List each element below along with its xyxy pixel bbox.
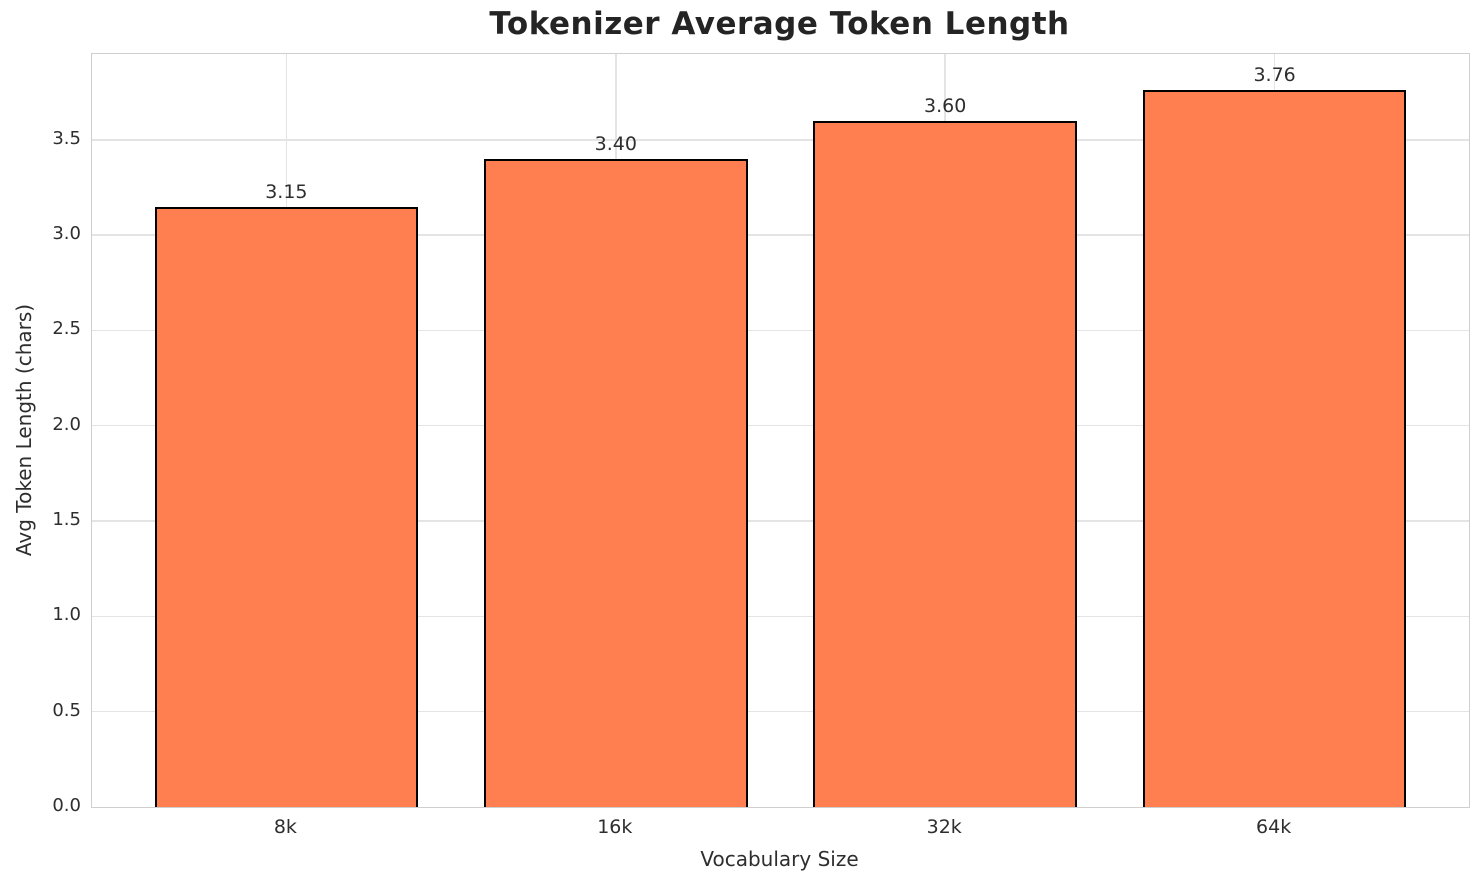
y-tick-label: 0.0 bbox=[52, 795, 81, 816]
horizontal-gridline bbox=[92, 234, 1469, 236]
plot-area: 3.15 3.40 3.60 3.76 bbox=[91, 53, 1470, 808]
bar-value-label: 3.76 bbox=[1253, 64, 1296, 87]
chart-title: Tokenizer Average Token Length bbox=[489, 6, 1070, 42]
y-tick-label: 2.0 bbox=[52, 413, 81, 435]
y-tick-label: 1.5 bbox=[52, 509, 81, 531]
y-tick-label: 0.5 bbox=[52, 699, 81, 721]
y-tick-label: 1.0 bbox=[52, 604, 81, 626]
bar bbox=[1142, 90, 1407, 807]
horizontal-gridline bbox=[92, 615, 1469, 618]
x-tick-label: 64k bbox=[1256, 816, 1292, 838]
x-tick-label: 16k bbox=[597, 816, 633, 838]
y-tick-label: 2.5 bbox=[52, 318, 81, 340]
bar bbox=[484, 158, 748, 807]
horizontal-gridline bbox=[92, 424, 1469, 427]
x-tick-label: 32k bbox=[926, 816, 962, 838]
horizontal-gridline bbox=[92, 710, 1469, 713]
x-axis-label: Vocabulary Size bbox=[700, 847, 859, 871]
horizontal-gridline bbox=[92, 139, 1469, 141]
bar-value-label: 3.15 bbox=[265, 180, 308, 203]
horizontal-gridline bbox=[92, 520, 1469, 522]
horizontal-gridline bbox=[92, 329, 1469, 332]
bar bbox=[813, 120, 1077, 807]
y-tick-label: 3.5 bbox=[52, 127, 81, 149]
bar-value-label: 3.40 bbox=[594, 132, 637, 155]
y-tick-label: 3.0 bbox=[52, 223, 81, 245]
x-tick-label: 8k bbox=[273, 816, 297, 838]
bar-value-label: 3.60 bbox=[924, 94, 967, 117]
bar bbox=[154, 206, 419, 807]
